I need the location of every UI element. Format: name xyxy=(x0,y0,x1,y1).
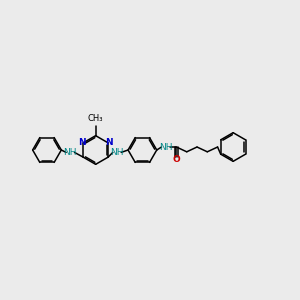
Text: N: N xyxy=(105,138,113,147)
Text: CH₃: CH₃ xyxy=(88,114,103,123)
Text: O: O xyxy=(172,155,180,164)
Text: NH: NH xyxy=(110,148,124,157)
Text: NH: NH xyxy=(64,148,77,157)
Text: N: N xyxy=(78,138,86,147)
Text: NH: NH xyxy=(159,142,172,152)
